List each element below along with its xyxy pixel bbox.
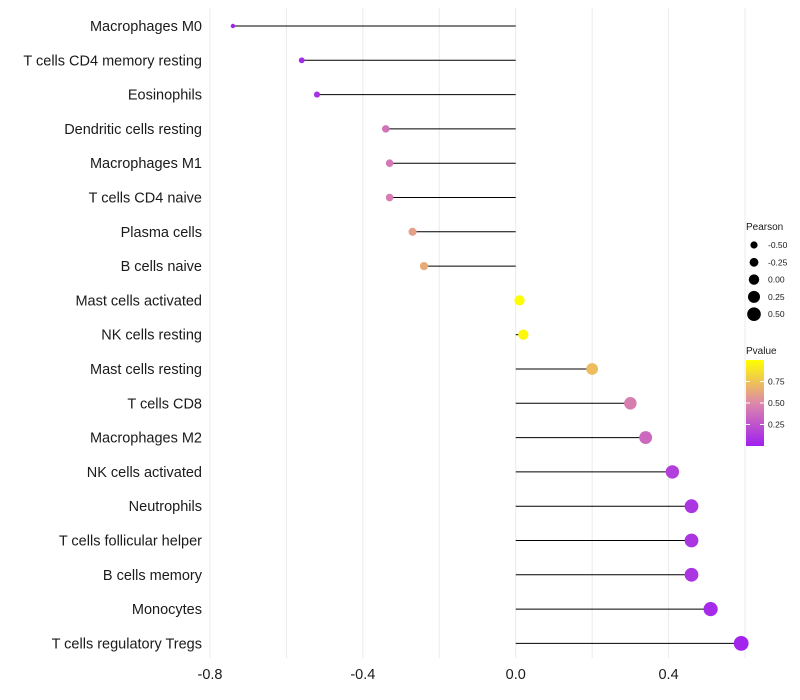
- color-legend-items: 0.75 0.50 0.25: [746, 377, 785, 430]
- lollipop-dot: [298, 57, 305, 64]
- lollipop-dot: [624, 397, 637, 410]
- color-legend-title: Pvalue: [746, 346, 777, 357]
- category-label: B cells memory: [103, 568, 203, 584]
- size-legend-dot: [748, 274, 760, 285]
- size-legend-label: 0.00: [768, 275, 785, 285]
- category-label: B cells naive: [121, 259, 202, 275]
- x-axis-tick-labels: -0.8 -0.4 0.0 0.4: [198, 667, 679, 683]
- color-legend-label: 0.50: [768, 398, 785, 408]
- x-tick-label: -0.4: [350, 667, 375, 683]
- x-tick-label: 0.4: [658, 667, 678, 683]
- category-label: Eosinophils: [128, 88, 202, 104]
- x-tick-label: 0.0: [506, 667, 526, 683]
- color-legend-label: 0.25: [768, 420, 785, 430]
- lollipop-dot: [684, 533, 699, 548]
- category-label: T cells CD8: [127, 396, 202, 412]
- lollipop-dot: [665, 465, 680, 479]
- size-legend-dot: [748, 290, 760, 303]
- category-label: Mast cells resting: [90, 362, 202, 378]
- color-legend-gradient-bar: [746, 360, 764, 446]
- lollipop-dot: [586, 363, 599, 375]
- lollipop-dot: [639, 431, 653, 445]
- lollipop-dot: [733, 636, 749, 651]
- category-label: Macrophages M1: [90, 156, 202, 172]
- size-legend-dot: [747, 307, 761, 322]
- size-legend-dot: [749, 257, 759, 267]
- lollipop-dot: [313, 91, 321, 98]
- size-legend-label: 0.50: [768, 309, 785, 319]
- size-legend: Pearson -0.50 -0.25 0.00 0.25 0.50: [746, 222, 788, 322]
- size-legend-label: -0.25: [768, 257, 788, 267]
- size-legend-label: 0.25: [768, 292, 785, 302]
- category-label: T cells follicular helper: [59, 534, 202, 550]
- category-label: NK cells activated: [87, 465, 202, 481]
- category-label: Mast cells activated: [75, 293, 202, 309]
- lollipop-dot: [382, 125, 390, 133]
- lollipop-dot: [518, 329, 529, 340]
- size-legend-title: Pearson: [746, 222, 783, 233]
- category-label: Macrophages M2: [90, 431, 202, 447]
- lollipop-dot: [385, 193, 394, 202]
- lollipop-dot: [514, 295, 525, 306]
- category-label: Plasma cells: [121, 225, 202, 241]
- size-legend-dot: [750, 241, 758, 249]
- lollipop-dot: [408, 227, 417, 236]
- color-legend: Pvalue 0.75 0.50 0.25: [746, 346, 785, 446]
- x-tick-label: -0.8: [198, 667, 223, 683]
- lollipop-dot: [684, 499, 699, 514]
- lollipop-dot: [230, 23, 236, 29]
- y-axis-category-labels: Macrophages M0 T cells CD4 memory resting…: [23, 19, 202, 652]
- size-legend-items: -0.50 -0.25 0.00 0.25 0.50: [747, 240, 788, 322]
- color-legend-label: 0.75: [768, 377, 785, 387]
- category-label: Neutrophils: [129, 499, 202, 515]
- grid-lines: [209, 8, 746, 658]
- lollipop-stems: [232, 25, 742, 644]
- category-label: Monocytes: [132, 602, 202, 618]
- category-label: T cells regulatory Tregs: [52, 636, 202, 652]
- category-label: NK cells resting: [101, 328, 202, 344]
- size-legend-label: -0.50: [768, 240, 788, 250]
- category-label: Dendritic cells resting: [64, 122, 202, 138]
- category-label: Macrophages M0: [90, 19, 202, 35]
- lollipop-dot: [703, 602, 718, 617]
- category-label: T cells CD4 memory resting: [23, 53, 202, 69]
- lollipop-dots: [230, 23, 749, 651]
- lollipop-dot: [684, 567, 699, 582]
- lollipop-dot: [385, 159, 394, 168]
- lollipop-dot: [419, 261, 429, 271]
- category-label: T cells CD4 naive: [89, 191, 202, 207]
